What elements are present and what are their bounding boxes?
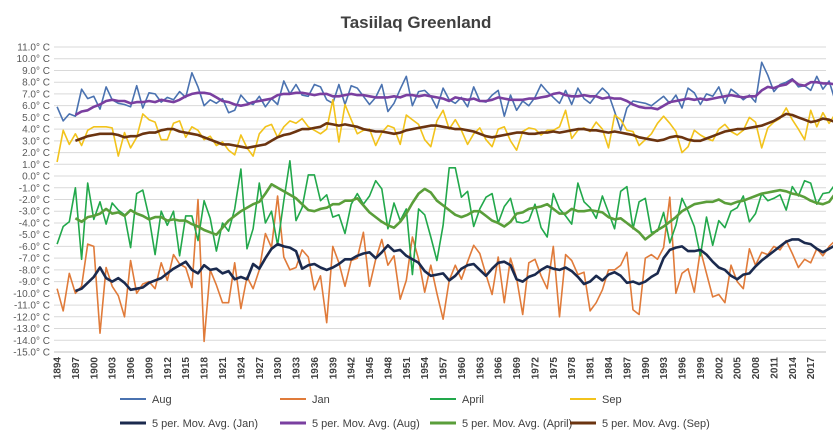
- x-tick-label: 1936: [310, 357, 321, 380]
- x-tick-label: 1933: [292, 357, 303, 380]
- legend-label: Aug: [152, 394, 172, 406]
- legend-label: Jan: [312, 394, 330, 406]
- x-axis-tick-labels: 1894 1897 1900 1903 1906 1909 1912 1915 1918 1921…: [53, 351, 826, 380]
- x-tick-label: 1903: [108, 357, 119, 380]
- x-tick-label: 1924: [236, 357, 247, 380]
- x-tick-label: 1996: [678, 357, 689, 380]
- y-tick-label: -13.0° C: [13, 324, 50, 335]
- x-tick-label: 1969: [512, 357, 523, 380]
- x-tick-label: 1930: [273, 357, 284, 380]
- x-tick-label: 1918: [200, 357, 211, 380]
- y-tick-label: -7.0° C: [19, 254, 50, 265]
- y-tick-label: -14.0° C: [13, 336, 50, 347]
- x-tick-label: 2008: [751, 357, 762, 380]
- legend-label: Sep: [602, 394, 622, 406]
- series-line-sep: [56, 99, 833, 163]
- y-tick-label: -3.0° C: [19, 207, 50, 218]
- legend-label: 5 per. Mov. Avg. (Jan): [152, 418, 258, 430]
- y-tick-label: 3.0° C: [22, 136, 50, 147]
- x-tick-label: 1897: [71, 357, 82, 380]
- x-tick-label: 1948: [383, 357, 394, 380]
- x-tick-label: 2014: [788, 357, 799, 380]
- series-line-jan: [56, 195, 833, 343]
- y-tick-label: -1.0° C: [19, 183, 50, 194]
- x-tick-label: 1942: [347, 357, 358, 380]
- y-tick-label: -5.0° C: [19, 230, 50, 241]
- legend-label: 5 per. Mov. Avg. (Aug): [312, 418, 420, 430]
- x-tick-label: 1963: [475, 357, 486, 380]
- x-tick-label: 1972: [530, 357, 541, 380]
- x-tick-label: 1999: [696, 357, 707, 380]
- y-tick-label: -8.0° C: [19, 265, 50, 276]
- x-tick-label: 1909: [144, 357, 155, 380]
- series-line-aug: [56, 61, 833, 132]
- x-tick-label: 1987: [622, 357, 633, 380]
- y-axis-tick-labels: -15.0° C-14.0° C-13.0° C-12.0° C-11.0° C…: [13, 43, 50, 359]
- series-line-5-per-mov-avg-jan: [74, 238, 833, 293]
- x-tick-label: 1951: [402, 357, 413, 380]
- y-tick-label: -2.0° C: [19, 195, 50, 206]
- legend-label: April: [462, 394, 484, 406]
- y-tick-label: -12.0° C: [13, 312, 50, 323]
- legend-label: 5 per. Mov. Avg. (April): [462, 418, 572, 430]
- series-line-april: [56, 160, 833, 276]
- y-tick-label: 6.0° C: [22, 101, 50, 112]
- y-tick-label: 1.0° C: [22, 160, 50, 171]
- y-tick-label: -10.0° C: [13, 289, 50, 300]
- y-tick-label: 8.0° C: [22, 78, 50, 89]
- y-tick-label: 0.0° C: [22, 172, 50, 183]
- y-tick-label: 2.0° C: [22, 148, 50, 159]
- series-line-5-per-mov-avg-sep: [74, 112, 833, 150]
- x-tick-label: 1945: [365, 357, 376, 380]
- series-lines: [56, 61, 833, 343]
- x-tick-label: 1894: [53, 357, 64, 380]
- x-tick-label: 1915: [181, 357, 192, 380]
- series-line-5-per-mov-avg-april: [74, 183, 833, 241]
- x-tick-label: 2017: [806, 357, 817, 380]
- x-tick-label: 1975: [549, 357, 560, 380]
- y-tick-label: 4.0° C: [22, 125, 50, 136]
- legend-label: 5 per. Mov. Avg. (Sep): [602, 418, 710, 430]
- y-tick-label: 9.0° C: [22, 66, 50, 77]
- y-tick-label: -6.0° C: [19, 242, 50, 253]
- x-tick-label: 1927: [255, 357, 266, 380]
- x-tick-label: 1921: [218, 357, 229, 380]
- x-tick-label: 2011: [769, 357, 780, 379]
- x-tick-label: 1960: [457, 357, 468, 380]
- legend: Aug Jan April Sep 5 per. Mov. Avg. (Jan) 5 pe…: [120, 394, 710, 430]
- x-tick-label: 1978: [567, 357, 578, 380]
- x-tick-label: 1981: [586, 357, 597, 380]
- y-tick-label: 5.0° C: [22, 113, 50, 124]
- x-tick-label: 1966: [494, 357, 505, 380]
- x-tick-label: 1906: [126, 357, 137, 380]
- x-tick-label: 1993: [659, 357, 670, 380]
- y-tick-label: 10.0° C: [17, 54, 50, 65]
- y-tick-label: -4.0° C: [19, 218, 50, 229]
- y-tick-label: 11.0° C: [17, 43, 50, 54]
- chart-title: Tasiilaq Greenland: [341, 13, 492, 32]
- x-tick-label: 1990: [641, 357, 652, 380]
- x-tick-label: 1954: [420, 357, 431, 380]
- y-tick-label: -11.0° C: [14, 301, 50, 312]
- x-tick-label: 1912: [163, 357, 174, 380]
- x-tick-label: 2005: [733, 357, 744, 380]
- x-tick-label: 1984: [604, 357, 615, 380]
- x-tick-label: 2002: [714, 357, 725, 380]
- x-tick-label: 1957: [439, 357, 450, 380]
- x-tick-label: 1939: [328, 357, 339, 380]
- series-line-5-per-mov-avg-aug: [74, 78, 833, 117]
- y-tick-label: 7.0° C: [22, 89, 50, 100]
- x-tick-label: 1900: [89, 357, 100, 380]
- y-tick-label: -9.0° C: [19, 277, 50, 288]
- y-tick-label: -15.0° C: [13, 348, 50, 359]
